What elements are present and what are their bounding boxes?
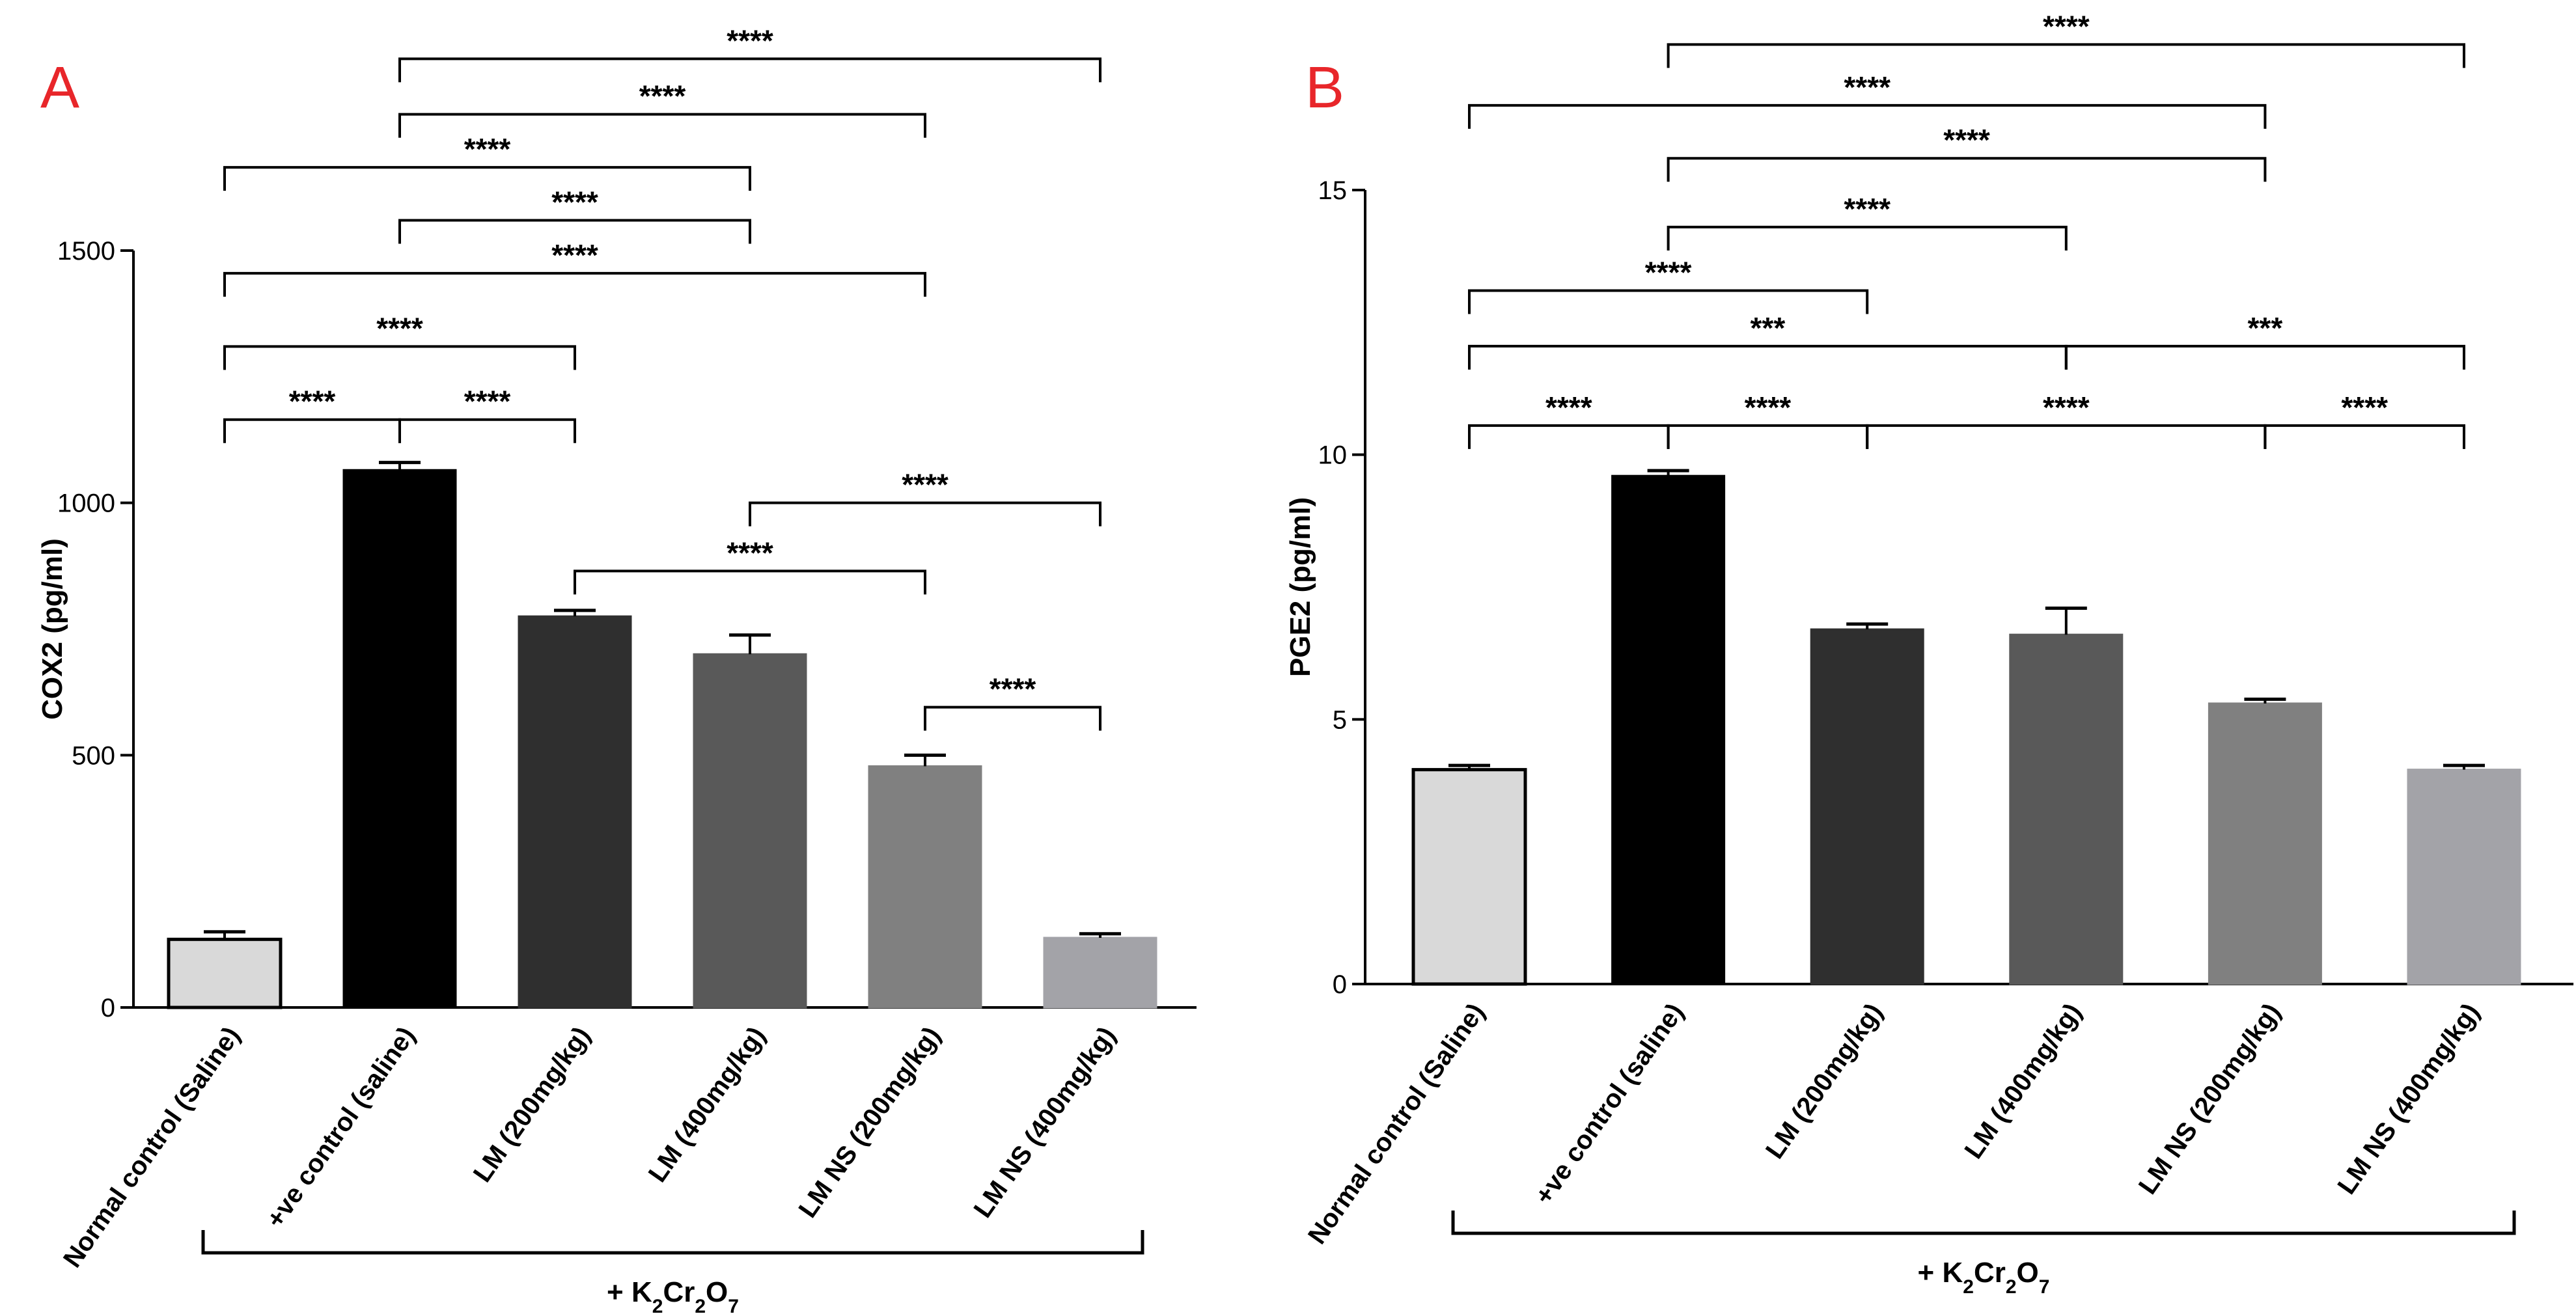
bar — [2407, 769, 2521, 985]
bar — [693, 653, 807, 1009]
significance-label: **** — [2043, 390, 2090, 424]
y-tick-label: 10 — [1318, 441, 1348, 470]
significance-bracket — [1866, 424, 2267, 449]
significance-label: **** — [551, 185, 598, 219]
significance-label: **** — [1645, 256, 1692, 290]
significance-label: **** — [464, 385, 511, 418]
significance-label: **** — [1844, 70, 1890, 104]
x-tick-label: +ve control (saline) — [261, 1022, 421, 1233]
significance-label: **** — [2043, 9, 2090, 43]
x-tick-label: +ve control (saline) — [1529, 998, 1689, 1210]
y-tick-label: 15 — [1318, 176, 1348, 205]
x-tick-label: LM (400mg/kg) — [643, 1022, 771, 1188]
significance-bracket — [398, 219, 751, 244]
significance-bracket — [2064, 344, 2465, 370]
significance-label: **** — [1844, 192, 1890, 226]
y-tick-label: 500 — [72, 741, 115, 770]
chart-panel-b: B 0 5 10 15 PGE2 (pg/ml) Normal control (Salin… — [1284, 9, 2574, 1298]
panel-label: B — [1305, 55, 1344, 120]
significance-label: *** — [1751, 311, 1786, 345]
x-tick-label: Normal control (Saline) — [1303, 998, 1490, 1250]
y-axis-title: PGE2 (pg/ml) — [1284, 497, 1316, 677]
significance-bracket — [398, 57, 1101, 83]
y-tick-label: 1500 — [57, 237, 115, 266]
significance-bracket — [223, 166, 751, 191]
significance-bracket — [924, 705, 1101, 731]
bar — [167, 937, 283, 1009]
significance-label: **** — [1545, 390, 1592, 424]
significance-label: **** — [376, 311, 423, 345]
significance-bracket — [398, 418, 576, 443]
x-tick-label: LM NS (200mg/kg) — [793, 1022, 946, 1223]
significance-bracket — [223, 418, 401, 443]
significance-bracket — [223, 271, 926, 297]
x-tick-label: LM NS (400mg/kg) — [2332, 998, 2485, 1199]
significance-bracket — [1468, 344, 2068, 370]
significance-label: **** — [464, 132, 511, 166]
bar — [2208, 702, 2322, 985]
x-tick-label: LM NS (400mg/kg) — [968, 1022, 1121, 1223]
bar — [1043, 937, 1157, 1009]
bar — [1810, 628, 1924, 985]
y-axis-title: COX2 (pg/ml) — [36, 538, 68, 720]
significance-bracket — [1667, 43, 2465, 68]
significance-bracket — [398, 113, 926, 138]
bar — [2009, 633, 2124, 985]
significance-label: **** — [1745, 390, 1792, 424]
group-bracket — [1451, 1211, 2516, 1235]
y-tick-label: 0 — [1333, 970, 1347, 999]
bar — [518, 615, 632, 1009]
panel-label: A — [40, 55, 79, 120]
significance-bracket — [749, 501, 1101, 527]
bar — [1411, 768, 1527, 986]
bar — [1611, 474, 1726, 985]
x-tick-label: LM (200mg/kg) — [1760, 998, 1889, 1164]
group-label: + K2Cr2O7 — [1918, 1257, 2050, 1298]
significance-bracket — [1667, 157, 2267, 182]
significance-label: **** — [551, 238, 598, 272]
group-label: + K2Cr2O7 — [607, 1276, 739, 1314]
x-tick-label: LM (200mg/kg) — [468, 1022, 596, 1188]
significance-bracket — [223, 345, 576, 370]
y-tick-label: 0 — [101, 994, 115, 1022]
significance-label: **** — [639, 79, 686, 113]
y-tick-label: 5 — [1333, 705, 1347, 734]
bar — [342, 469, 457, 1009]
bar — [868, 765, 982, 1009]
significance-bracket — [2264, 424, 2465, 449]
significance-bracket — [574, 569, 926, 595]
significance-label: **** — [990, 672, 1036, 706]
x-tick-label: LM (400mg/kg) — [1960, 998, 2088, 1164]
significance-label: **** — [289, 385, 336, 418]
x-tick-label: LM NS (200mg/kg) — [2133, 998, 2286, 1199]
significance-label: **** — [902, 468, 949, 502]
x-tick-label: Normal control (Saline) — [58, 1022, 245, 1273]
significance-bracket — [1468, 289, 1869, 314]
significance-label: **** — [2341, 390, 2388, 424]
significance-label: *** — [2248, 311, 2283, 345]
chart-panel-a: A 0 500 1000 1500 COX2 (pg/ml) Normal control … — [36, 23, 1197, 1314]
significance-bracket — [1667, 225, 2068, 251]
group-bracket — [201, 1230, 1144, 1255]
significance-label: **** — [1943, 123, 1990, 157]
significance-label: **** — [727, 536, 773, 569]
significance-bracket — [1667, 424, 1869, 449]
significance-bracket — [1468, 424, 1670, 449]
significance-bracket — [1468, 103, 2267, 129]
significance-label: **** — [727, 23, 773, 57]
y-tick-label: 1000 — [57, 489, 115, 518]
